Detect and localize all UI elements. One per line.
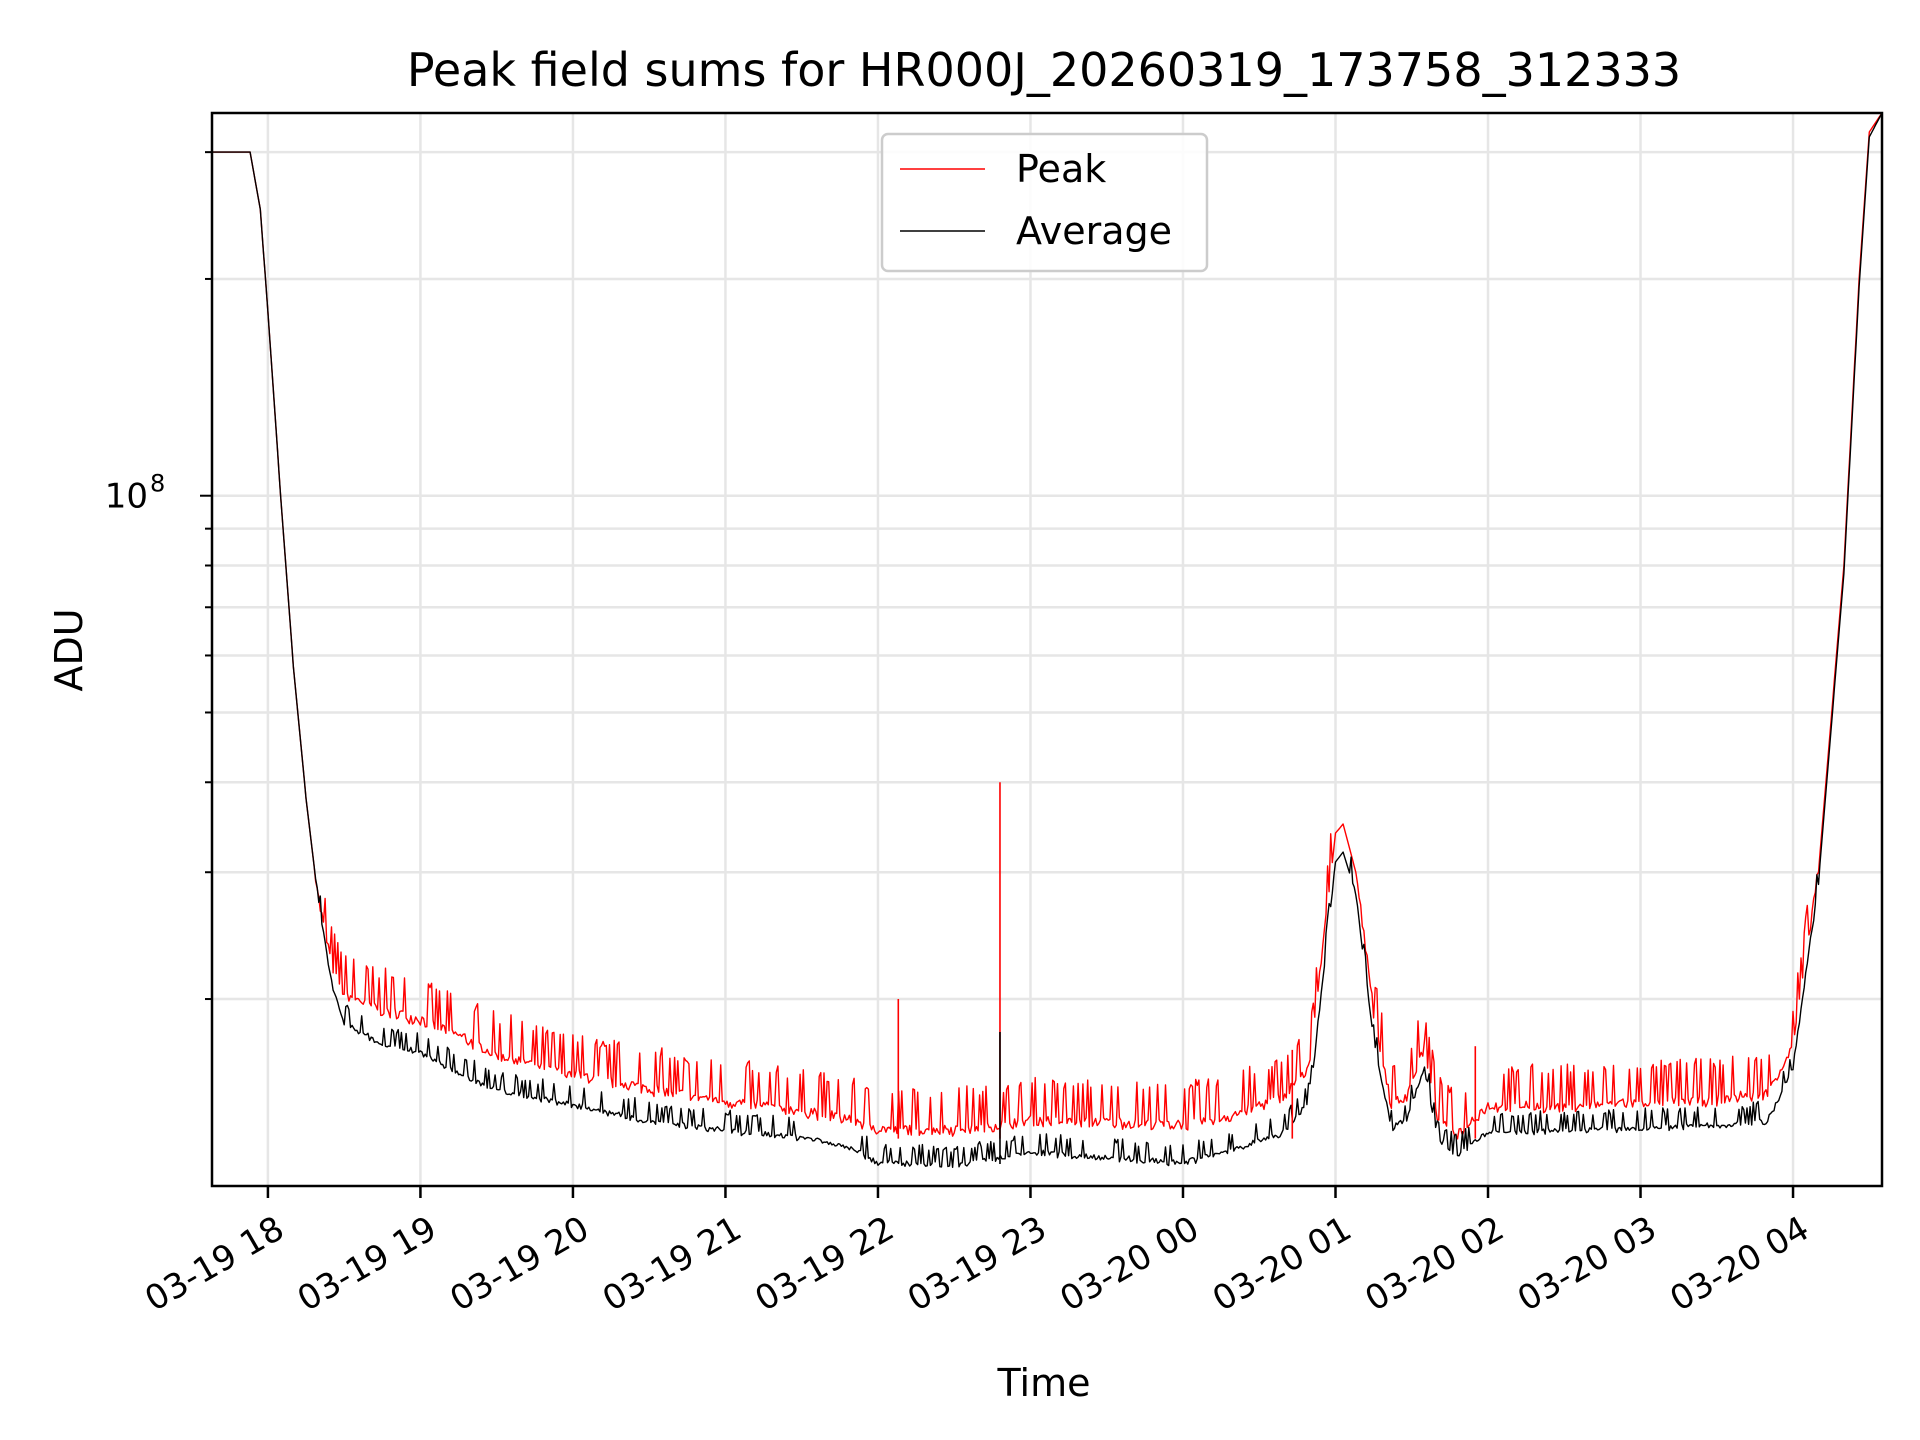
y-axis-label: ADU bbox=[47, 608, 91, 691]
series-layer bbox=[212, 112, 1883, 1169]
y-tick-exponent: 8 bbox=[150, 470, 165, 498]
series-line-peak bbox=[212, 112, 1883, 1140]
legend-average-label: Average bbox=[1016, 209, 1172, 253]
chart-title: Peak field sums for HR000J_20260319_1737… bbox=[407, 43, 1681, 97]
legend-peak-label: Peak bbox=[1016, 147, 1106, 191]
legend: Peak Average bbox=[880, 132, 1209, 273]
series-line-average bbox=[212, 112, 1883, 1169]
x-axis-label: Time bbox=[997, 1361, 1091, 1405]
plot-frame bbox=[210, 111, 1884, 1188]
y-tick-label: 10 bbox=[105, 477, 148, 517]
